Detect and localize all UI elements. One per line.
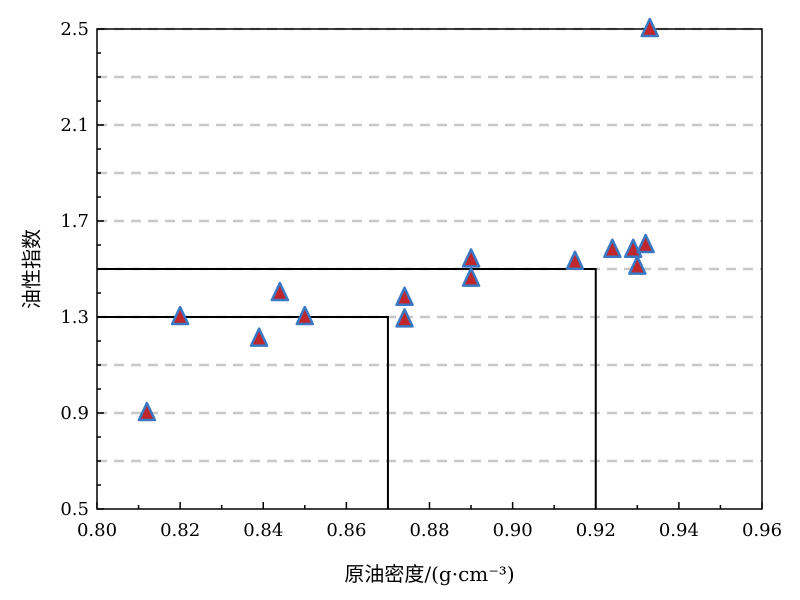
x-tick-label: 0.82 — [160, 520, 200, 541]
x-tick-label: 0.90 — [493, 520, 533, 541]
y-tick-label: 2.1 — [60, 115, 89, 136]
y-tick-label: 0.9 — [60, 403, 89, 424]
y-tick-label: 0.5 — [60, 499, 89, 520]
x-tick-label: 0.92 — [576, 520, 616, 541]
x-tick-label: 0.94 — [659, 520, 699, 541]
y-tick-label: 1.3 — [60, 307, 89, 328]
y-axis-title: 油性指数 — [20, 229, 44, 309]
y-tick-label: 2.5 — [60, 19, 89, 40]
data-point — [137, 401, 157, 422]
data-point — [395, 308, 414, 328]
x-axis-title: 原油密度/(g·cm⁻³) — [344, 562, 514, 586]
boundary-line — [97, 268, 597, 509]
grid-lines — [97, 27, 762, 463]
data-point — [270, 281, 290, 302]
y-tick-label: 1.7 — [60, 211, 89, 232]
data-point — [628, 255, 647, 275]
y-axis-ticks: 0.5 0.9 1.3 1.7 2.1 2.5 — [60, 19, 104, 520]
data-point — [295, 305, 315, 326]
x-axis-ticks: 0.80 0.82 0.84 0.86 0.88 0.90 0.92 0.94 0.96 — [77, 502, 782, 541]
x-tick-label: 0.86 — [326, 520, 366, 541]
data-point — [395, 286, 414, 307]
x-tick-label: 0.84 — [243, 520, 283, 541]
data-point — [461, 248, 481, 268]
data-point — [170, 305, 190, 326]
x-tick-label: 0.88 — [409, 520, 449, 541]
data-point — [249, 327, 269, 347]
boundary-line — [97, 316, 389, 509]
data-point — [565, 250, 585, 271]
boundary-lines — [97, 268, 597, 509]
data-point — [461, 267, 481, 287]
x-tick-label: 0.80 — [77, 520, 117, 541]
data-points — [137, 17, 660, 422]
x-tick-label: 0.96 — [742, 520, 782, 541]
data-point — [640, 17, 660, 38]
data-point — [603, 238, 622, 259]
data-point — [636, 233, 655, 254]
